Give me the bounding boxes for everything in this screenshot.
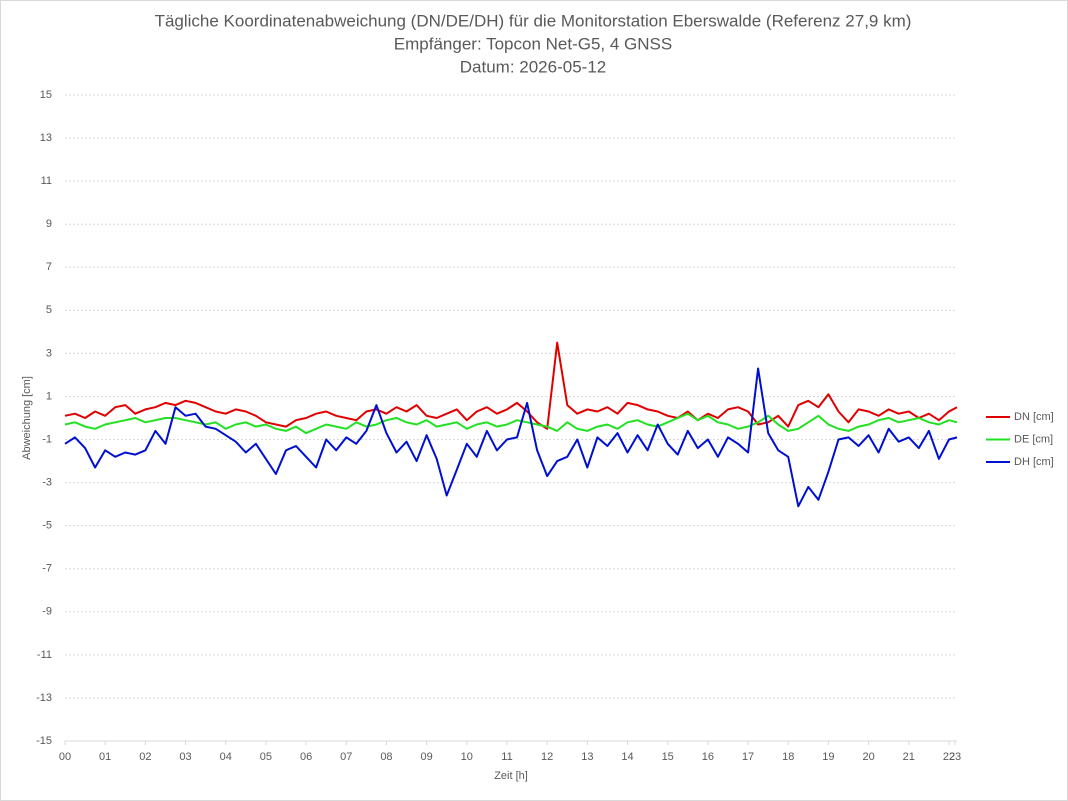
x-tick-label: 20 <box>862 751 874 763</box>
y-tick-label: -3 <box>42 477 52 489</box>
x-tick-label: 07 <box>340 751 352 763</box>
x-tick-label: 01 <box>99 751 111 763</box>
y-tick-label: -7 <box>42 563 52 575</box>
legend-label: DH [cm] <box>1014 456 1054 468</box>
y-tick-label: -13 <box>36 692 52 704</box>
legend-label: DN [cm] <box>1014 411 1054 423</box>
x-tick-label: 09 <box>420 751 432 763</box>
x-tick-label: 23 <box>949 751 961 763</box>
y-tick-label: 5 <box>46 304 52 316</box>
y-tick-label: -11 <box>37 649 52 661</box>
x-tick-label: 04 <box>220 751 232 763</box>
data-line <box>64 367 958 508</box>
x-axis-label: Zeit [h] <box>494 770 528 782</box>
x-tick-label: 19 <box>822 751 834 763</box>
x-tick-label: 03 <box>179 751 191 763</box>
x-tick-label: 08 <box>380 751 392 763</box>
y-tick-label: -1 <box>42 433 52 445</box>
x-tick-label: 22 <box>943 751 955 763</box>
x-tick-label: 13 <box>581 751 593 763</box>
y-tick-label: 11 <box>41 175 52 187</box>
chart-subtitle: Empfänger: Topcon Net-G5, 4 GNSS <box>394 34 672 53</box>
x-tick-label: 12 <box>541 751 553 763</box>
x-tick-label: 21 <box>903 751 915 763</box>
x-tick-label: 15 <box>662 751 674 763</box>
y-tick-label: 9 <box>46 218 52 230</box>
chart-title: Tägliche Koordinatenabweichung (DN/DE/DH… <box>155 11 912 30</box>
x-tick-label: 11 <box>501 751 512 763</box>
y-tick-label: 7 <box>46 261 52 273</box>
x-tick-label: 06 <box>300 751 312 763</box>
data-line <box>64 412 958 435</box>
x-tick-label: 10 <box>461 751 473 763</box>
y-tick-label: -9 <box>42 606 52 618</box>
y-tick-label: 15 <box>40 89 52 101</box>
y-tick-label: 3 <box>46 347 52 359</box>
chart-date: Datum: 2026-05-12 <box>460 57 606 76</box>
y-tick-label: 1 <box>46 390 52 402</box>
x-tick-label: 00 <box>59 751 71 763</box>
x-tick-label: 16 <box>702 751 714 763</box>
y-tick-label: -15 <box>36 735 52 747</box>
legend-label: DE [cm] <box>1014 433 1053 445</box>
x-tick-label: 17 <box>742 751 754 763</box>
y-tick-label: 13 <box>40 132 52 144</box>
x-tick-label: 05 <box>260 751 272 763</box>
data-line <box>64 341 958 430</box>
x-tick-label: 14 <box>621 751 633 763</box>
x-tick-label: 02 <box>139 751 151 763</box>
y-axis-label: Abweichung [cm] <box>21 376 33 460</box>
y-tick-label: -5 <box>42 520 52 532</box>
x-tick-label: 18 <box>782 751 794 763</box>
